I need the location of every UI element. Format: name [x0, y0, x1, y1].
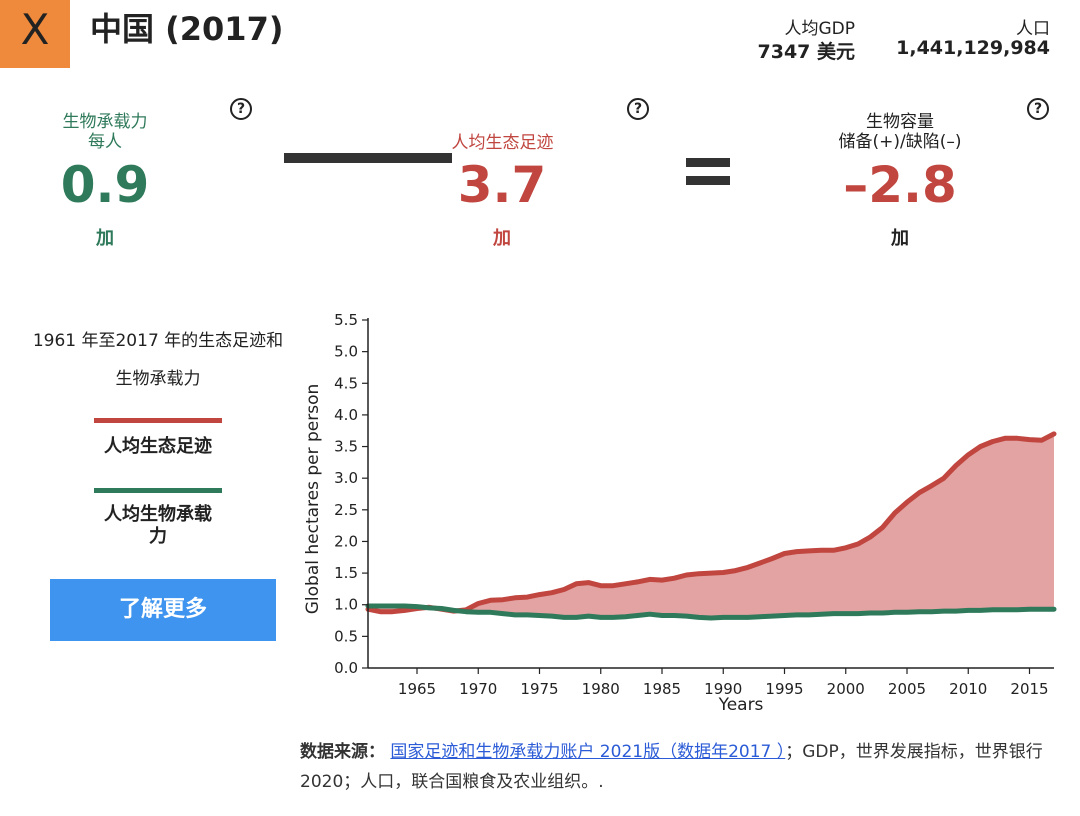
y-tick-label: 1.5 — [334, 564, 358, 582]
close-button[interactable]: X — [0, 0, 70, 68]
learn-more-button[interactable]: 了解更多 — [50, 579, 276, 641]
x-axis-label: Years — [718, 695, 764, 715]
biocapacity-line — [365, 603, 1057, 621]
footprint-unit: 加 — [493, 228, 511, 249]
x-tick-label: 1970 — [459, 680, 497, 698]
reserve-label-line2: 储备(+)/缺陷(–) — [838, 132, 962, 152]
x-tick-label: 1980 — [582, 680, 620, 698]
biocapacity-legend-swatch — [94, 488, 222, 493]
x-tick-label: 1965 — [398, 680, 436, 698]
x-tick-label: 1985 — [643, 680, 681, 698]
x-tick-label: 1990 — [704, 680, 742, 698]
equals-sign-bottom — [686, 176, 730, 185]
y-tick-label: 3.0 — [334, 469, 358, 487]
x-tick-label: 2015 — [1010, 680, 1048, 698]
footprint-label: 人均生态足迹 — [451, 133, 554, 153]
y-tick-label: 5.0 — [334, 343, 358, 361]
biocapacity-value: 0.9 — [60, 156, 150, 214]
reserve-help-icon[interactable]: ? — [1027, 98, 1049, 120]
footprint-help-icon[interactable]: ? — [627, 98, 649, 120]
biocapacity-legend-label-line1: 人均生物承载 — [104, 504, 212, 525]
country-title: 中国 (2017) — [90, 10, 284, 48]
biocapacity-unit: 加 — [96, 228, 114, 249]
reserve-unit: 加 — [891, 228, 909, 249]
y-tick-label: 4.5 — [334, 374, 358, 392]
biocapacity-label-line2: 每人 — [88, 132, 122, 152]
legend-title-line1: 1961 年至2017 年的生态足迹和 — [32, 331, 284, 351]
footprint-legend-swatch — [94, 418, 222, 423]
x-tick-label: 2010 — [949, 680, 987, 698]
x-tick-label: 2005 — [888, 680, 926, 698]
y-tick-label: 1.0 — [334, 596, 358, 614]
gdp-label: 人均GDP — [784, 19, 855, 39]
y-tick-label: 2.0 — [334, 532, 358, 550]
minus-sign — [284, 153, 452, 163]
biocapacity-label-line1: 生物承载力 — [62, 112, 148, 132]
y-tick-label: 4.0 — [334, 406, 358, 424]
equals-sign-top — [686, 158, 730, 167]
data-source: 数据来源： 国家足迹和生物承载力账户 2021版（数据年2017 ）；GDP，世… — [300, 737, 1060, 797]
population-label: 人口 — [1016, 19, 1050, 39]
footprint-legend-label: 人均生态足迹 — [104, 436, 212, 457]
footprint-line — [365, 431, 1057, 615]
x-tick-label: 1975 — [520, 680, 558, 698]
gdp-value: 7347 美元 — [757, 41, 856, 63]
x-tick-label: 1995 — [765, 680, 803, 698]
reserve-label-line1: 生物容量 — [866, 112, 934, 132]
footprint-value: 3.7 — [457, 156, 547, 214]
legend-title-line2: 生物承载力 — [115, 369, 201, 389]
legend-title: 1961 年至2017 年的生态足迹和 生物承载力 — [10, 322, 306, 398]
y-tick-label: 3.5 — [334, 438, 358, 456]
population-value: 1,441,129,984 — [896, 37, 1050, 59]
x-tick-label: 2000 — [827, 680, 865, 698]
source-prefix: 数据来源： — [300, 742, 385, 762]
biocapacity-label: 生物承载力 每人 — [30, 112, 180, 152]
biocapacity-legend-label: 人均生物承载 力 — [75, 504, 241, 548]
source-link[interactable]: 国家足迹和生物承载力账户 2021版（数据年2017 ） — [390, 742, 786, 762]
y-axis-label: Global hectares per person — [303, 384, 323, 615]
y-tick-label: 0.0 — [334, 659, 358, 677]
biocapacity-legend-label-line2: 力 — [149, 526, 167, 547]
deficit-area — [368, 433, 1054, 618]
y-tick-label: 5.5 — [334, 311, 358, 329]
y-tick-label: 0.5 — [334, 627, 358, 645]
biocapacity-help-icon[interactable]: ? — [230, 98, 252, 120]
y-tick-label: 2.5 — [334, 501, 358, 519]
reserve-value: –2.8 — [843, 156, 957, 214]
footprint-biocapacity-chart: 0.0 0.5 1.0 1.5 2.0 2.5 3.0 3.5 4.0 4.5 5.0 5.5 1965… — [303, 311, 1057, 715]
reserve-label: 生物容量 储备(+)/缺陷(–) — [810, 112, 990, 152]
source-suffix: ；GDP，世界发展指标，世界银行 2020；人口，联合国粮食及农业组织。. — [300, 742, 1043, 792]
